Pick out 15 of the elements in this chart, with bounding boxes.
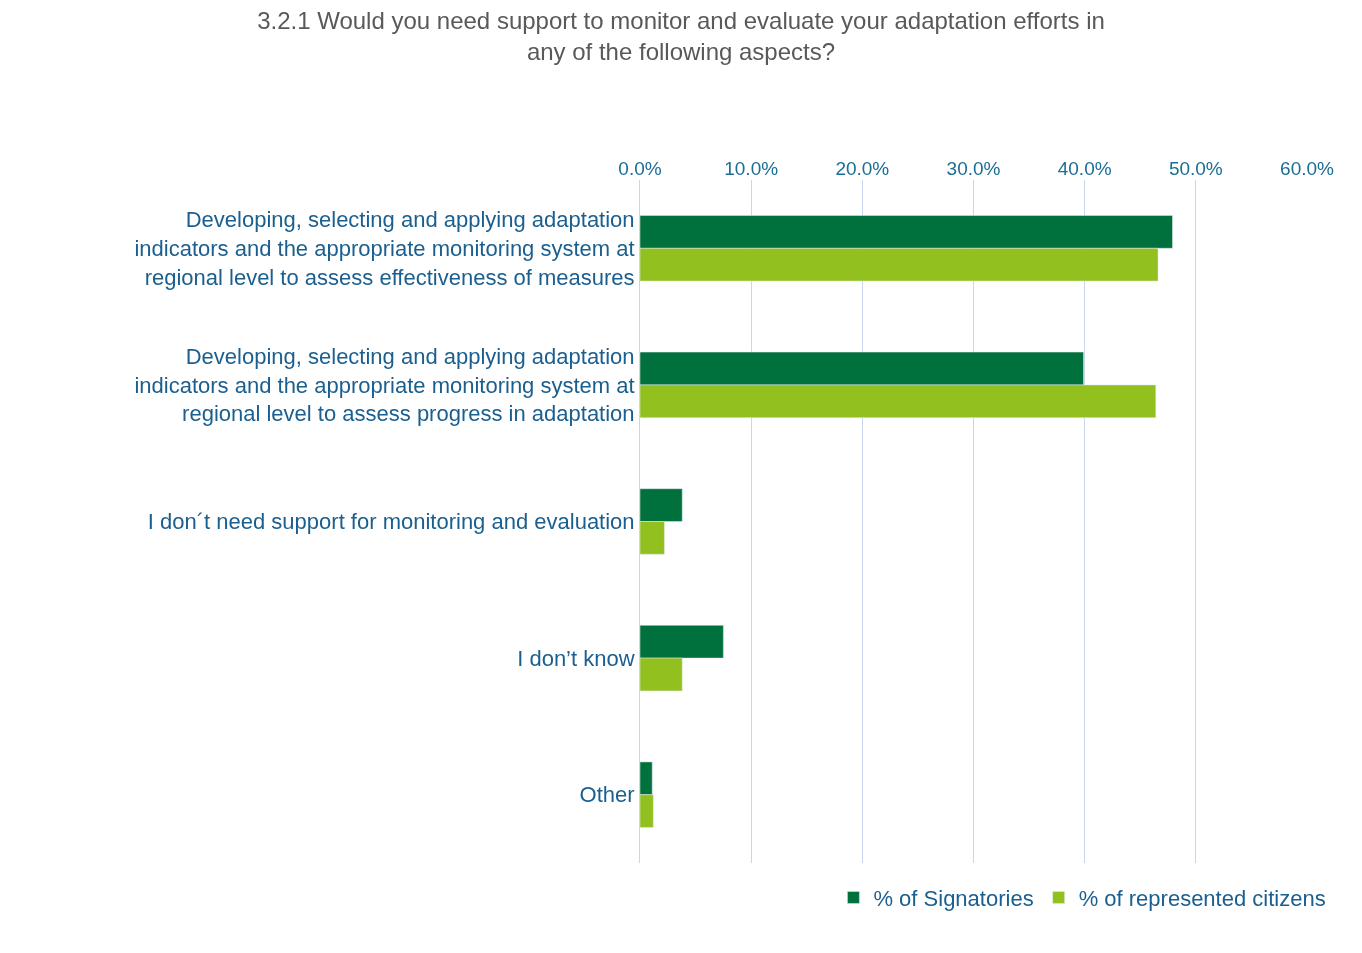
chart-title: 3.2.1 Would you need support to monitor and evaluate your adaptation efforts in any of the following aspects? [257, 6, 1105, 65]
y-tick-label: I don´t need support for monitoring and evaluation [147, 509, 635, 535]
x-tick-label: 20.0% [835, 158, 890, 180]
y-tick-label: Developing, selecting and applying adaptation indicators and the appropriate monitoring system at regional level to assess effectiveness of measures [134, 207, 635, 290]
legend-label: % of represented citizens [1078, 886, 1326, 912]
x-tick-label: 60.0% [1280, 158, 1335, 180]
legend-label: % of Signatories [873, 886, 1034, 912]
y-tick-label: I don’t know [517, 645, 635, 671]
x-tick-label: 50.0% [1168, 158, 1223, 180]
x-tick-label: 40.0% [1057, 158, 1112, 180]
y-tick-label: Other [579, 782, 635, 808]
x-tick-label: 0.0% [618, 158, 662, 180]
x-tick-label: 30.0% [946, 158, 1001, 180]
x-tick-label: 10.0% [724, 158, 779, 180]
y-tick-label: Developing, selecting and applying adaptation indicators and the appropriate monitoring system at regional level to assess progress in adaptation [134, 344, 635, 427]
